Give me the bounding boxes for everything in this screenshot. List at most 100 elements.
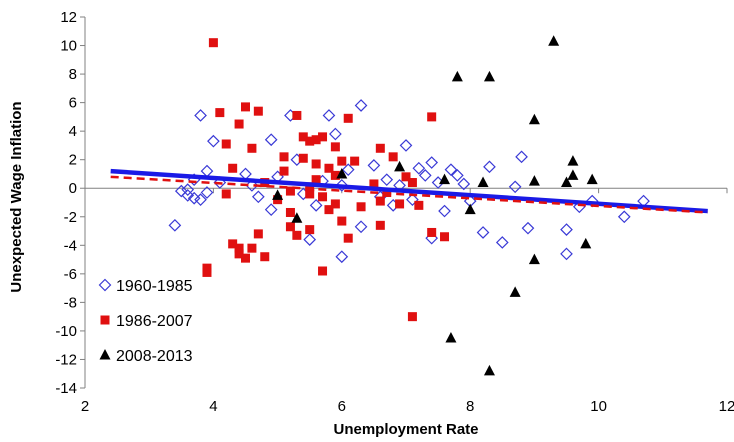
data-point (586, 173, 598, 185)
data-point (207, 134, 220, 148)
data-point (427, 227, 437, 237)
data-point (324, 205, 334, 215)
data-point (401, 172, 411, 182)
data-point (292, 230, 302, 240)
data-point (305, 136, 315, 146)
data-point (181, 189, 195, 202)
data-point (369, 179, 379, 189)
data-point (509, 286, 521, 297)
data-point (264, 133, 278, 147)
data-point (483, 70, 495, 82)
data-point (272, 189, 284, 200)
data-point (407, 178, 417, 188)
data-point (194, 109, 207, 122)
data-point (483, 364, 495, 376)
data-point (412, 161, 426, 175)
y-tick-label: -14 (55, 380, 77, 397)
data-point (380, 173, 394, 187)
y-tick-label: 0 (69, 180, 77, 197)
data-point (440, 232, 450, 242)
data-point (311, 159, 321, 169)
data-point (336, 167, 348, 179)
data-point (350, 156, 360, 166)
data-point (298, 153, 308, 163)
data-point (311, 175, 321, 185)
data-point (241, 253, 250, 263)
legend-label: 2008-2013 (116, 348, 193, 365)
data-point (367, 159, 381, 172)
series-triangle (272, 35, 598, 376)
data-point (548, 35, 560, 46)
data-point (285, 186, 295, 196)
data-point (305, 182, 315, 192)
data-point (298, 132, 308, 142)
data-point (245, 179, 259, 192)
data-point (200, 186, 214, 199)
data-point (457, 177, 471, 191)
data-point (247, 143, 257, 153)
data-point (309, 199, 323, 212)
legend-marker (99, 349, 111, 360)
data-point (528, 253, 540, 265)
data-point (477, 176, 489, 188)
data-point (451, 70, 463, 82)
data-point (251, 190, 265, 204)
data-point (354, 99, 368, 112)
data-point (354, 220, 368, 234)
data-point (305, 225, 315, 235)
y-tick-label: -8 (64, 294, 77, 311)
legend-marker (100, 315, 110, 325)
data-point (322, 109, 336, 122)
data-point (168, 218, 182, 232)
data-point (561, 176, 572, 188)
data-point (253, 229, 263, 239)
legend-marker (98, 278, 112, 292)
data-point (356, 202, 366, 212)
data-point (425, 156, 439, 169)
data-point (560, 247, 573, 261)
data-point (279, 152, 289, 162)
data-point (260, 252, 270, 262)
data-point (341, 163, 355, 177)
data-point (406, 193, 419, 206)
series-square (202, 38, 450, 322)
data-point (318, 192, 328, 202)
trendline-dashed (110, 175, 708, 214)
data-point (291, 212, 303, 223)
data-point (285, 207, 295, 217)
series-diamond-open (168, 99, 650, 264)
data-point (580, 237, 592, 249)
data-point (194, 193, 207, 206)
data-point (285, 222, 295, 232)
data-point (528, 113, 540, 125)
x-tick-label: 10 (590, 398, 607, 415)
data-point (427, 112, 437, 122)
data-points (168, 35, 650, 376)
data-point (343, 233, 353, 243)
legend-entry: 2008-2013 (99, 348, 193, 365)
data-point (335, 179, 349, 192)
y-tick-label: 8 (69, 66, 77, 83)
data-point (528, 175, 540, 186)
legend-label: 1960-1985 (116, 278, 193, 295)
y-tick-label: -10 (55, 323, 77, 340)
y-tick-label: -12 (55, 351, 77, 368)
data-point (221, 139, 231, 149)
data-point (330, 199, 340, 209)
data-point (343, 113, 353, 123)
y-axis-ticks: 12 10 8 6 4 2 0 -2 -4 -6 -8 -10 -12 -14 (55, 9, 85, 397)
x-axis-title: Unemployment Rate (333, 421, 478, 438)
data-point (451, 169, 464, 182)
data-point (464, 203, 476, 215)
data-point (234, 243, 244, 253)
data-point (407, 312, 417, 322)
y-tick-label: -4 (64, 237, 77, 254)
data-point (303, 233, 317, 246)
data-point (414, 200, 424, 210)
data-point (292, 110, 302, 120)
data-point (253, 106, 263, 116)
data-point (324, 163, 334, 173)
data-point (208, 38, 218, 48)
data-point (483, 160, 496, 174)
